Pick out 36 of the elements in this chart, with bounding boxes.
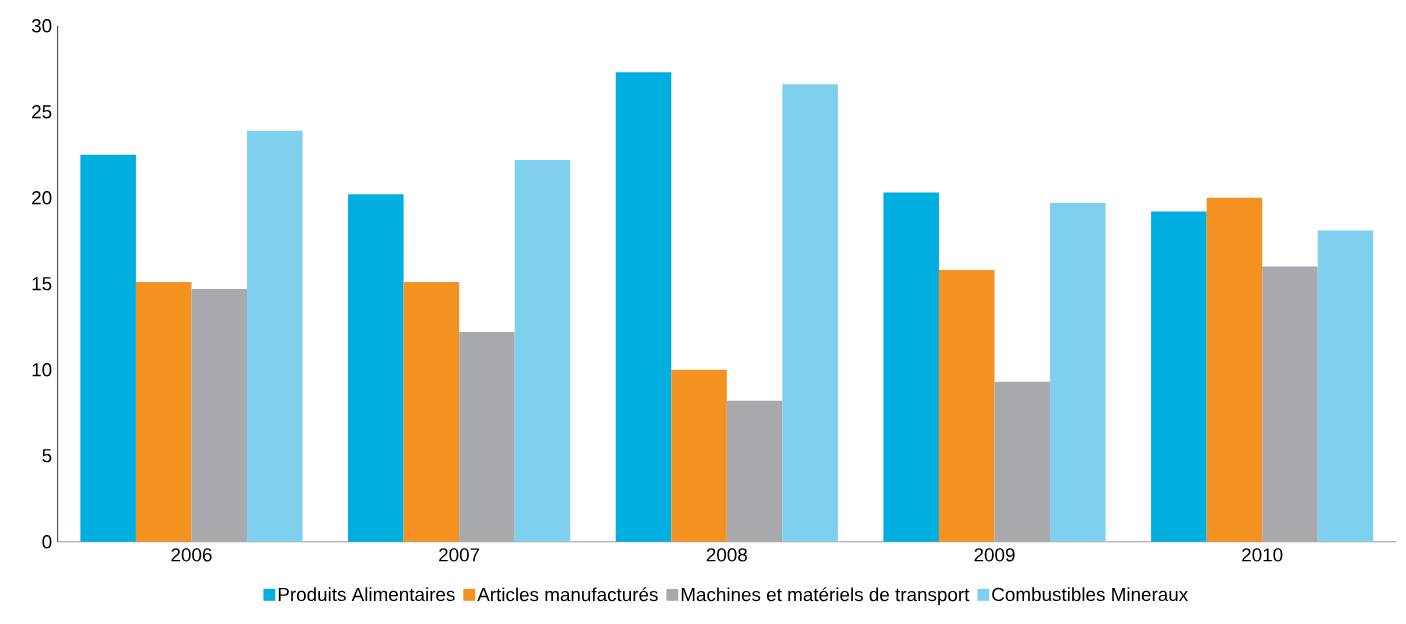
bar — [615, 72, 672, 542]
bar — [459, 331, 515, 542]
legend-label: Combustibles Mineraux — [992, 587, 1188, 602]
bar — [1151, 211, 1207, 542]
y-tick-label: 10 — [32, 363, 52, 377]
bar — [994, 381, 1051, 542]
y-tick-label: 5 — [42, 449, 52, 463]
y-tick-label: 20 — [32, 191, 52, 205]
x-tick-label: 2009 — [974, 548, 1015, 562]
bar — [726, 400, 783, 542]
y-tick-label: 15 — [32, 277, 52, 291]
bar — [1317, 230, 1374, 542]
bar — [938, 269, 995, 542]
bar — [348, 194, 404, 542]
y-tick-label: 0 — [42, 535, 52, 549]
y-tick-label: 30 — [31, 19, 52, 33]
x-tick-label: 2006 — [171, 548, 212, 562]
bar — [1262, 266, 1318, 542]
bar — [135, 282, 192, 542]
legend-label: Machines et matériels de transport — [681, 587, 970, 605]
bar — [1206, 197, 1263, 542]
legend-label: Produits Alimentaires — [278, 587, 455, 602]
x-tick-label: 2010 — [1242, 548, 1283, 562]
bar — [403, 282, 460, 542]
legend-label: Articles manufacturés — [477, 587, 658, 602]
bar — [671, 369, 727, 542]
bar — [514, 159, 571, 542]
x-tick-label: 2007 — [439, 548, 480, 562]
x-tick-label: 2008 — [706, 548, 747, 562]
y-tick-label: 25 — [32, 105, 52, 119]
bar — [883, 192, 939, 542]
bar — [80, 154, 136, 542]
bar — [1050, 202, 1106, 542]
bar — [782, 84, 838, 542]
bar — [191, 288, 248, 542]
bar — [247, 130, 303, 542]
